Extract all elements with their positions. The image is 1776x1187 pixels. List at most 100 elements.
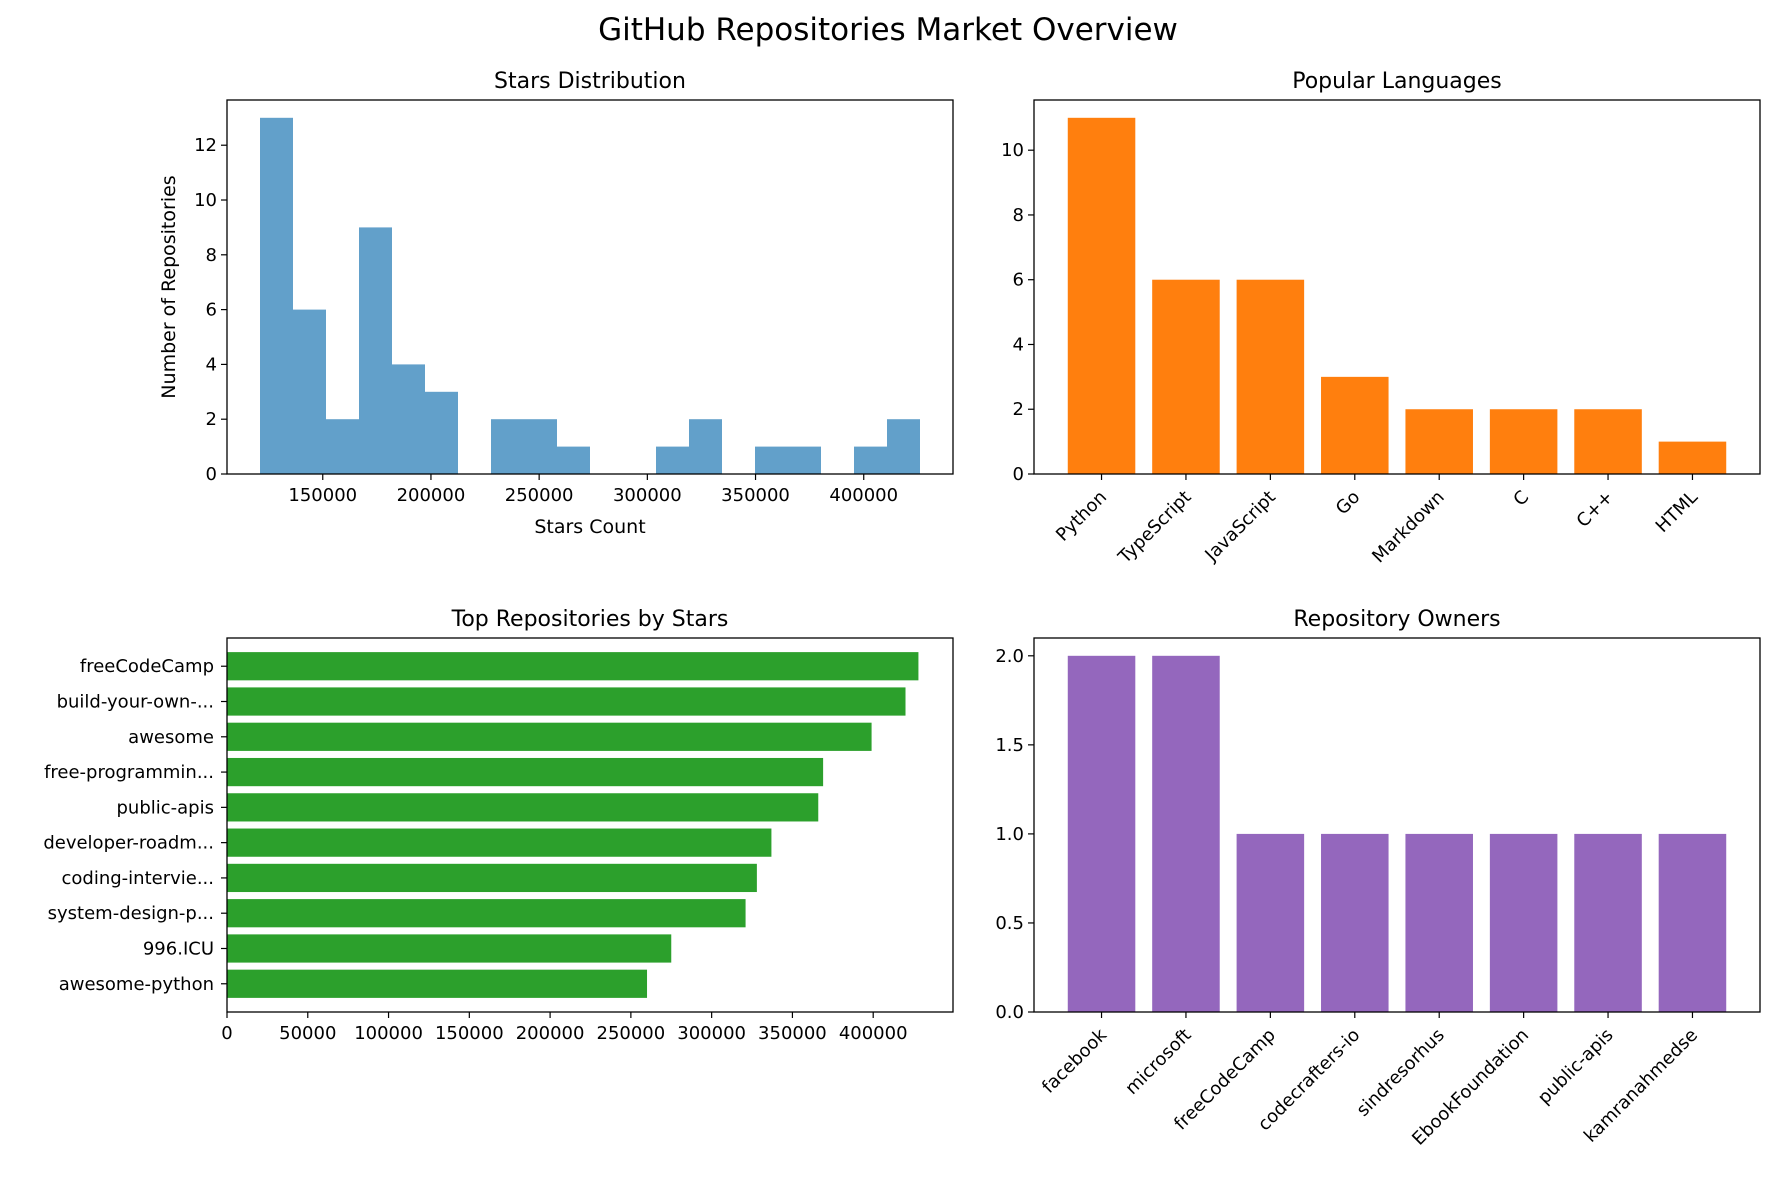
languages-bar	[1574, 409, 1642, 474]
languages-xtick-label: Go	[1332, 487, 1365, 520]
languages-xtick-label: HTML	[1652, 487, 1702, 537]
toprepos-ytick-label: developer-roadm...	[43, 833, 214, 854]
owners-ytick-label: 1.5	[995, 735, 1024, 756]
toprepos-bar	[227, 828, 772, 857]
toprepos-ytick-label: public-apis	[117, 797, 215, 818]
toprepos-bar	[227, 793, 819, 822]
stars-ytick-label: 0	[206, 464, 217, 485]
owners-bar	[1152, 655, 1220, 1012]
stars-xtick-label: 150000	[288, 485, 357, 506]
owners-xtick-label: sindresorhus	[1353, 1025, 1449, 1121]
toprepos-ytick-label: awesome	[128, 727, 214, 748]
stars-ytick-label: 8	[206, 245, 217, 266]
toprepos-ytick-label: build-your-own-...	[57, 692, 214, 713]
toprepos-xtick-label: 200000	[516, 1023, 585, 1044]
languages-xtick-label: C++	[1573, 487, 1618, 532]
stars-ytick-label: 12	[194, 135, 217, 156]
owners-title: Repository Owners	[1293, 607, 1500, 632]
owners-ytick-label: 0.5	[995, 913, 1024, 934]
toprepos-ytick-label: 996.ICU	[143, 938, 214, 959]
languages-ytick-label: 0	[1013, 464, 1024, 485]
stars-hist-bar	[557, 446, 590, 474]
toprepos-ytick-label: freeCodeCamp	[80, 656, 214, 677]
stars-title: Stars Distribution	[494, 69, 686, 94]
stars-xlabel: Stars Count	[534, 516, 645, 538]
owners-bar	[1574, 833, 1642, 1012]
toprepos-bar	[227, 899, 746, 928]
stars-hist-bar	[755, 446, 788, 474]
toprepos-xtick-label: 0	[221, 1023, 232, 1044]
owners-bar	[1236, 833, 1305, 1012]
toprepos-ytick-label: awesome-python	[59, 974, 214, 995]
toprepos-xtick-label: 100000	[354, 1023, 423, 1044]
stars-ytick-label: 6	[206, 300, 217, 321]
languages-ytick-label: 8	[1013, 205, 1024, 226]
languages-bar	[1067, 117, 1136, 475]
figure-title: GitHub Repositories Market Overview	[598, 12, 1178, 48]
stars-xtick-label: 400000	[829, 485, 898, 506]
stars-ytick-label: 2	[206, 409, 217, 430]
chart-popular-languages: Popular Languages Python TypeScript JavaScr…	[1001, 69, 1761, 569]
stars-hist-bar	[689, 419, 722, 474]
stars-ytick-label: 10	[194, 190, 217, 211]
stars-hist-bar	[887, 419, 920, 474]
stars-hist-bar	[392, 364, 425, 474]
toprepos-xtick-label: 350000	[758, 1023, 827, 1044]
stars-hist-bar	[524, 419, 557, 474]
stars-hist-bar	[326, 419, 359, 474]
languages-bar	[1152, 279, 1220, 474]
owners-xtick-label: public-apis	[1534, 1025, 1618, 1109]
owners-bar	[1067, 655, 1136, 1012]
toprepos-bar	[227, 863, 757, 893]
languages-title: Popular Languages	[1292, 69, 1502, 94]
stars-hist-bar	[854, 446, 887, 474]
languages-xtick-label: Markdown	[1368, 487, 1449, 568]
languages-bar	[1489, 409, 1558, 474]
toprepos-bar	[227, 969, 648, 998]
stars-xtick-label: 250000	[505, 485, 574, 506]
toprepos-bar	[227, 722, 872, 751]
languages-bar	[1321, 376, 1389, 474]
stars-hist-bar	[788, 446, 821, 474]
languages-ytick-label: 4	[1013, 334, 1024, 355]
toprepos-plot-frame	[226, 637, 954, 1013]
languages-bar	[1236, 279, 1305, 474]
stars-hist-bar	[359, 227, 392, 474]
owners-ytick-label: 0.0	[995, 1002, 1024, 1023]
stars-xtick-label: 300000	[613, 485, 682, 506]
toprepos-xtick-label: 300000	[677, 1023, 746, 1044]
owners-bar	[1489, 833, 1558, 1012]
toprepos-bar	[227, 934, 672, 963]
stars-hist-bar	[260, 117, 293, 475]
toprepos-bar	[227, 687, 906, 716]
stars-ylabel: Number of Repositories	[158, 175, 180, 398]
languages-xtick-label: C	[1509, 487, 1533, 511]
languages-xtick-label: TypeScript	[1114, 487, 1196, 569]
toprepos-ytick-label: system-design-p...	[48, 903, 214, 924]
toprepos-title: Top Repositories by Stars	[451, 607, 729, 632]
stars-hist-bar	[656, 446, 689, 474]
owners-bar	[1321, 833, 1389, 1012]
languages-plot-frame	[1033, 99, 1761, 475]
owners-bar	[1405, 833, 1473, 1012]
stars-xtick-label: 200000	[397, 485, 466, 506]
owners-ytick-label: 2.0	[995, 646, 1024, 667]
stars-xtick-label: 350000	[721, 485, 790, 506]
languages-xtick-label: JavaScript	[1201, 487, 1280, 566]
chart-stars-distribution: Stars Distribution 150000 200000 250000 3000…	[158, 69, 954, 538]
toprepos-xtick-label: 50000	[279, 1023, 336, 1044]
languages-bar	[1405, 409, 1473, 474]
languages-ytick-label: 2	[1013, 399, 1024, 420]
owners-plot-frame	[1033, 637, 1761, 1013]
chart-top-repositories: Top Repositories by Stars freeCodeCamp bui…	[43, 607, 954, 1044]
languages-ytick-label: 10	[1001, 140, 1024, 161]
toprepos-xtick-label: 150000	[435, 1023, 504, 1044]
stars-hist-bar	[491, 419, 524, 474]
owners-bar	[1658, 833, 1727, 1012]
owners-ytick-label: 1.0	[995, 824, 1024, 845]
stars-hist-bar	[293, 309, 326, 474]
languages-xtick-label: Python	[1052, 487, 1111, 546]
